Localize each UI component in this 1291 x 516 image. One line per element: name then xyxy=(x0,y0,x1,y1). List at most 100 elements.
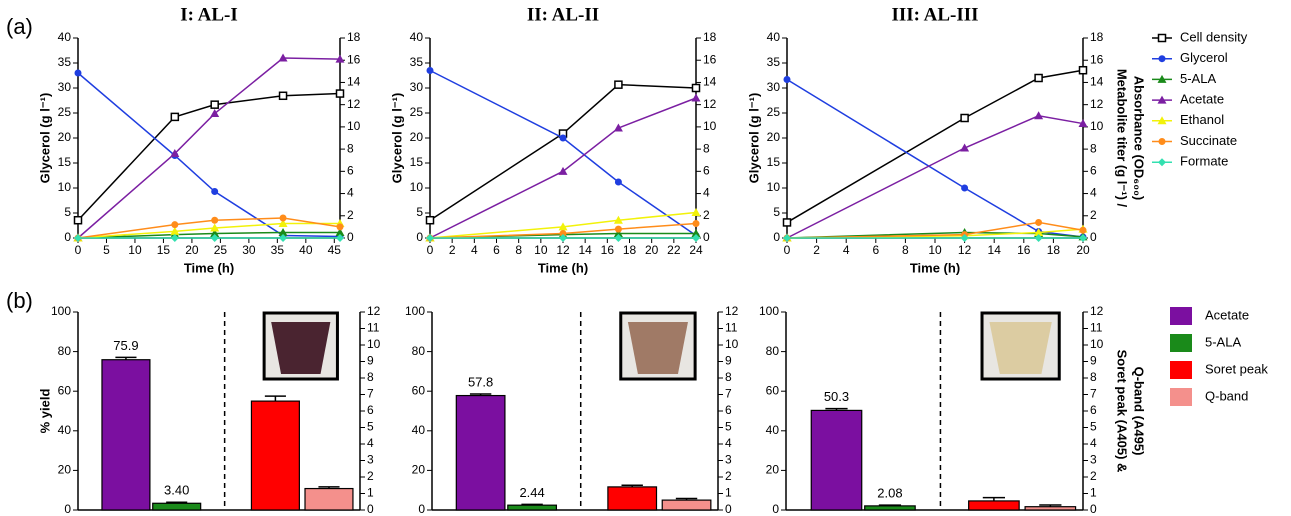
legend-label: Soret peak xyxy=(1205,361,1268,376)
y2-axis-label: Soret peak (A405) & xyxy=(1115,350,1130,473)
value-label: 3.40 xyxy=(164,483,189,498)
series-line xyxy=(786,221,1084,239)
y-tick-label: 5 xyxy=(773,205,780,219)
x-tick-label: 18 xyxy=(623,243,637,257)
y2-tick-label: 1 xyxy=(367,486,374,500)
y2-tick-label: 3 xyxy=(725,453,732,467)
x-tick-label: 2 xyxy=(813,243,820,257)
value-label: 2.44 xyxy=(519,485,544,500)
y-tick-label: 30 xyxy=(410,80,424,94)
y2-tick-label: 16 xyxy=(347,52,361,66)
bar xyxy=(864,505,916,511)
y2-tick-label: 11 xyxy=(725,321,738,335)
series-line xyxy=(786,231,1084,239)
y-tick-label: 0 xyxy=(64,230,71,244)
y-tick-label: 20 xyxy=(58,130,72,144)
marker xyxy=(426,234,434,242)
marker xyxy=(74,69,82,77)
x-tick-label: 12 xyxy=(556,243,570,257)
x-tick-label: 45 xyxy=(328,243,342,257)
bar xyxy=(810,409,863,511)
y2-tick-label: 6 xyxy=(1090,164,1097,178)
x-tick-label: 16 xyxy=(601,243,615,257)
marker xyxy=(278,227,288,236)
y-tick-label: 40 xyxy=(410,30,424,44)
x-tick-label: 30 xyxy=(242,243,256,257)
y-tick-label: 0 xyxy=(416,230,423,244)
y2-tick-label: 1 xyxy=(725,486,732,500)
marker xyxy=(1034,227,1044,236)
y2-tick-label: 10 xyxy=(347,119,361,133)
y-tick-label: 20 xyxy=(410,130,424,144)
series-line xyxy=(786,69,1084,224)
x-tick-label: 6 xyxy=(872,243,879,257)
x-tick-label: 14 xyxy=(578,243,592,257)
y2-tick-label: 8 xyxy=(1090,141,1097,155)
marker xyxy=(692,234,700,242)
y-tick-label: 25 xyxy=(767,105,781,119)
value-label: 57.8 xyxy=(468,374,493,389)
marker xyxy=(170,112,180,122)
y2-tick-label: 4 xyxy=(367,436,374,450)
marker xyxy=(1079,226,1087,234)
bar xyxy=(661,499,712,511)
bar xyxy=(101,359,151,511)
error-bar xyxy=(1039,504,1062,507)
y-tick-label: 20 xyxy=(58,463,72,477)
x-tick-label: 22 xyxy=(667,243,681,257)
marker xyxy=(279,214,287,222)
y2-tick-label: 14 xyxy=(347,75,361,89)
y-tick-label: 25 xyxy=(410,105,424,119)
marker xyxy=(73,215,83,225)
chart-title: II: AL-II xyxy=(527,4,599,25)
error-bar xyxy=(878,504,902,506)
y2-tick-label: 6 xyxy=(1090,403,1097,417)
marker xyxy=(279,234,288,242)
y2-tick-label: 5 xyxy=(367,420,374,434)
marker xyxy=(426,67,434,74)
marker xyxy=(335,227,345,236)
y2-tick-label: 9 xyxy=(367,354,374,368)
series-line xyxy=(786,115,1084,239)
marker xyxy=(783,234,791,242)
marker xyxy=(335,89,345,98)
marker xyxy=(210,229,220,238)
y2-tick-label: 14 xyxy=(703,75,717,89)
marker xyxy=(614,80,623,89)
marker xyxy=(559,134,567,142)
y-tick-label: 80 xyxy=(58,344,72,358)
y-tick-label: 35 xyxy=(767,55,781,69)
y-tick-label: 10 xyxy=(410,180,424,194)
y2-tick-label: 4 xyxy=(1090,186,1097,200)
series-line xyxy=(77,72,341,238)
legend-label: Succinate xyxy=(1180,133,1237,148)
marker xyxy=(691,207,701,216)
x-tick-label: 20 xyxy=(185,243,199,257)
y-axis-label: Glycerol (g l⁻¹) xyxy=(389,93,404,184)
marker xyxy=(692,220,700,228)
y2-tick-label: 12 xyxy=(703,97,717,111)
y-tick-label: 30 xyxy=(58,80,72,94)
y-tick-label: 10 xyxy=(58,180,72,194)
y2-tick-label: 2 xyxy=(1090,469,1097,483)
x-tick-label: 35 xyxy=(271,243,285,257)
x-tick-label: 15 xyxy=(157,243,171,257)
marker xyxy=(278,219,288,228)
y-tick-label: 0 xyxy=(64,502,71,516)
error-bar xyxy=(982,496,1006,501)
panel-label: (a) xyxy=(6,14,33,39)
y2-tick-label: 0 xyxy=(367,502,374,516)
marker xyxy=(336,234,344,242)
y2-tick-label: 16 xyxy=(1090,52,1104,66)
y2-tick-label: 2 xyxy=(347,208,354,222)
bar xyxy=(507,504,558,511)
legend-label: Formate xyxy=(1180,154,1228,169)
y-tick-label: 40 xyxy=(412,423,426,437)
y2-tick-label: 9 xyxy=(725,354,732,368)
marker xyxy=(210,100,219,109)
y-tick-label: 10 xyxy=(767,180,781,194)
panel-label: (b) xyxy=(6,288,33,313)
y2-tick-label: 8 xyxy=(347,141,354,155)
y2-tick-label: 6 xyxy=(367,403,374,417)
y2-tick-label: 1 xyxy=(1090,486,1097,500)
